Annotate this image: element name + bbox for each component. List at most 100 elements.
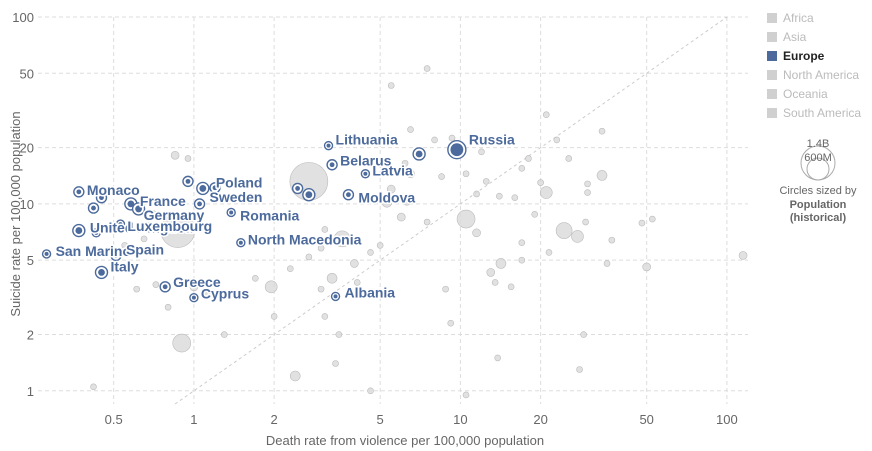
legend-item-south-america[interactable]: South America (767, 106, 861, 120)
data-point-other[interactable] (164, 303, 172, 311)
data-point-other[interactable] (442, 285, 449, 293)
data-point-other[interactable] (491, 279, 499, 286)
data-point-other[interactable] (133, 285, 140, 293)
data-point-other[interactable] (473, 190, 480, 198)
data-point-other[interactable] (580, 331, 587, 338)
data-point-other[interactable] (317, 244, 325, 252)
data-point-other[interactable] (401, 159, 409, 167)
data-point-san-marino[interactable] (41, 249, 52, 259)
data-point-other[interactable] (252, 274, 259, 282)
data-point-other[interactable] (305, 253, 313, 261)
data-point-other[interactable] (367, 387, 374, 395)
data-point-other[interactable] (608, 236, 616, 244)
data-point-other[interactable] (160, 213, 196, 248)
data-point-other[interactable] (518, 239, 526, 247)
data-point-sweden[interactable] (193, 198, 206, 210)
data-point-greece[interactable] (159, 281, 171, 293)
data-point-other[interactable] (518, 256, 526, 264)
data-point-other[interactable] (333, 230, 351, 248)
data-point-other[interactable] (447, 319, 455, 327)
data-point-other[interactable] (90, 383, 97, 391)
data-point-germany[interactable] (131, 202, 146, 216)
data-point-other[interactable] (542, 111, 550, 119)
data-point-moldova[interactable] (342, 189, 355, 201)
data-point-other[interactable] (406, 169, 415, 179)
data-point-poland[interactable] (196, 181, 210, 196)
data-point-other[interactable] (376, 242, 384, 249)
data-point-other[interactable] (170, 150, 180, 160)
data-point-other[interactable] (431, 136, 438, 144)
data-point-latvia[interactable] (360, 169, 371, 179)
data-point-spain[interactable] (110, 249, 122, 262)
data-point-other[interactable] (603, 260, 611, 267)
data-point-other[interactable] (649, 215, 656, 223)
data-point-other[interactable] (381, 196, 393, 208)
data-point-other[interactable] (456, 209, 476, 229)
data-point-other[interactable] (220, 331, 228, 338)
data-point-north-macedonia[interactable] (236, 238, 246, 248)
data-point-other[interactable] (264, 280, 278, 294)
data-point-other[interactable] (584, 180, 591, 188)
data-point-other[interactable] (511, 194, 519, 201)
data-point-other[interactable] (642, 262, 651, 272)
legend-item-oceania[interactable]: Oceania (767, 87, 828, 101)
data-point-other[interactable] (555, 222, 573, 239)
data-point-other[interactable] (448, 134, 456, 142)
legend-item-africa[interactable]: Africa (767, 11, 814, 25)
data-point-other[interactable] (321, 313, 329, 320)
data-point-other[interactable] (423, 65, 431, 72)
data-point-other[interactable] (121, 242, 129, 249)
data-point-albania[interactable] (330, 291, 341, 302)
data-point-other[interactable] (582, 218, 589, 226)
data-point-europe[interactable] (412, 147, 426, 161)
data-point-other[interactable] (203, 290, 211, 298)
data-point-united-kingdom[interactable] (72, 223, 86, 238)
data-point-other[interactable] (386, 184, 396, 194)
data-point-other[interactable] (495, 258, 507, 269)
data-point-europe[interactable] (182, 175, 194, 188)
data-point-other[interactable] (353, 279, 361, 286)
data-point-italy[interactable] (94, 265, 109, 280)
data-point-other[interactable] (486, 268, 496, 277)
data-point-other[interactable] (326, 272, 338, 284)
data-point-other[interactable] (321, 226, 329, 233)
data-point-other[interactable] (152, 281, 160, 288)
data-point-other[interactable] (335, 331, 343, 338)
data-point-other[interactable] (407, 126, 414, 133)
data-point-other[interactable] (525, 155, 532, 162)
data-point-other[interactable] (738, 251, 748, 260)
data-point-monaco[interactable] (73, 186, 85, 198)
data-point-other[interactable] (387, 82, 395, 89)
data-point-europe[interactable] (302, 188, 316, 202)
data-point-europe[interactable] (95, 191, 108, 204)
data-point-other[interactable] (545, 249, 553, 256)
data-point-other[interactable] (496, 192, 503, 200)
data-point-other[interactable] (576, 366, 583, 373)
data-point-other[interactable] (317, 285, 325, 293)
data-point-other[interactable] (494, 354, 501, 362)
data-point-other[interactable] (531, 210, 538, 218)
data-point-other[interactable] (367, 249, 374, 256)
data-point-other[interactable] (478, 148, 485, 156)
data-point-other[interactable] (638, 219, 646, 227)
data-point-other[interactable] (350, 259, 359, 268)
data-point-europe[interactable] (91, 228, 101, 238)
data-point-other[interactable] (571, 230, 584, 243)
data-point-luxembourg[interactable] (115, 219, 126, 229)
data-point-other[interactable] (462, 391, 470, 399)
data-point-other[interactable] (289, 370, 301, 382)
data-point-other[interactable] (507, 283, 515, 291)
data-point-other[interactable] (539, 186, 553, 199)
data-point-lithuania[interactable] (323, 140, 334, 151)
data-point-other[interactable] (189, 282, 199, 292)
data-point-europe[interactable] (291, 182, 304, 195)
data-point-other[interactable] (598, 127, 606, 135)
data-point-other[interactable] (537, 179, 544, 186)
data-point-other[interactable] (332, 360, 339, 367)
data-point-other[interactable] (518, 165, 526, 172)
data-point-russia[interactable] (447, 139, 467, 160)
data-point-other[interactable] (438, 173, 445, 180)
data-point-europe[interactable] (87, 202, 100, 214)
legend-item-europe[interactable]: Europe (767, 49, 825, 63)
data-point-other[interactable] (596, 170, 608, 181)
